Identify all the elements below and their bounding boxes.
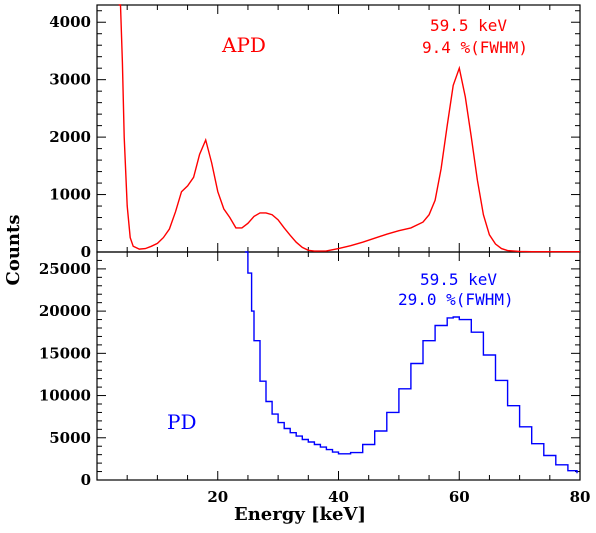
- pd-fwhm-annotation: 29.0 %(FWHM): [398, 290, 514, 309]
- top-series-group: [118, 4, 580, 253]
- top-y-tick-label: 3000: [49, 71, 91, 89]
- top-y-tick-label: 1000: [49, 186, 91, 204]
- bottom-series-pd-line: [244, 251, 578, 474]
- bottom-y-tick-label: 5000: [49, 429, 91, 447]
- x-tick-label: 80: [570, 488, 591, 506]
- top-axis-ticks: 0 1000 2000 3000 4000: [49, 5, 580, 261]
- bottom-y-tick-label: 10000: [39, 387, 91, 405]
- y-axis-title: Counts: [3, 215, 24, 286]
- bottom-series-group: [244, 251, 578, 474]
- top-series-apd-line: [118, 4, 580, 253]
- pd-label: PD: [167, 410, 197, 434]
- apd-fwhm-annotation: 9.4 %(FWHM): [422, 38, 528, 57]
- x-tick-label: 20: [207, 488, 228, 506]
- apd-label: APD: [221, 33, 266, 57]
- bottom-y-tick-label: 0: [81, 471, 91, 489]
- top-y-tick-label: 0: [81, 243, 91, 261]
- bottom-y-tick-label: 20000: [39, 302, 91, 320]
- apd-energy-annotation: 59.5 keV: [430, 16, 507, 35]
- top-y-tick-label: 2000: [49, 128, 91, 146]
- bottom-y-tick-label: 25000: [39, 260, 91, 278]
- top-y-tick-label: 4000: [49, 13, 91, 31]
- x-tick-label: 60: [449, 488, 470, 506]
- x-axis-title: Energy [keV]: [234, 504, 366, 525]
- bottom-y-tick-label: 15000: [39, 344, 91, 362]
- bottom-panel-frame: [96, 251, 581, 481]
- x-tick-label: 40: [328, 488, 349, 506]
- bottom-axis-ticks: 0 5000 10000 15000 20000 25000 20 40 60 80: [39, 252, 591, 506]
- pd-energy-annotation: 59.5 keV: [420, 270, 497, 289]
